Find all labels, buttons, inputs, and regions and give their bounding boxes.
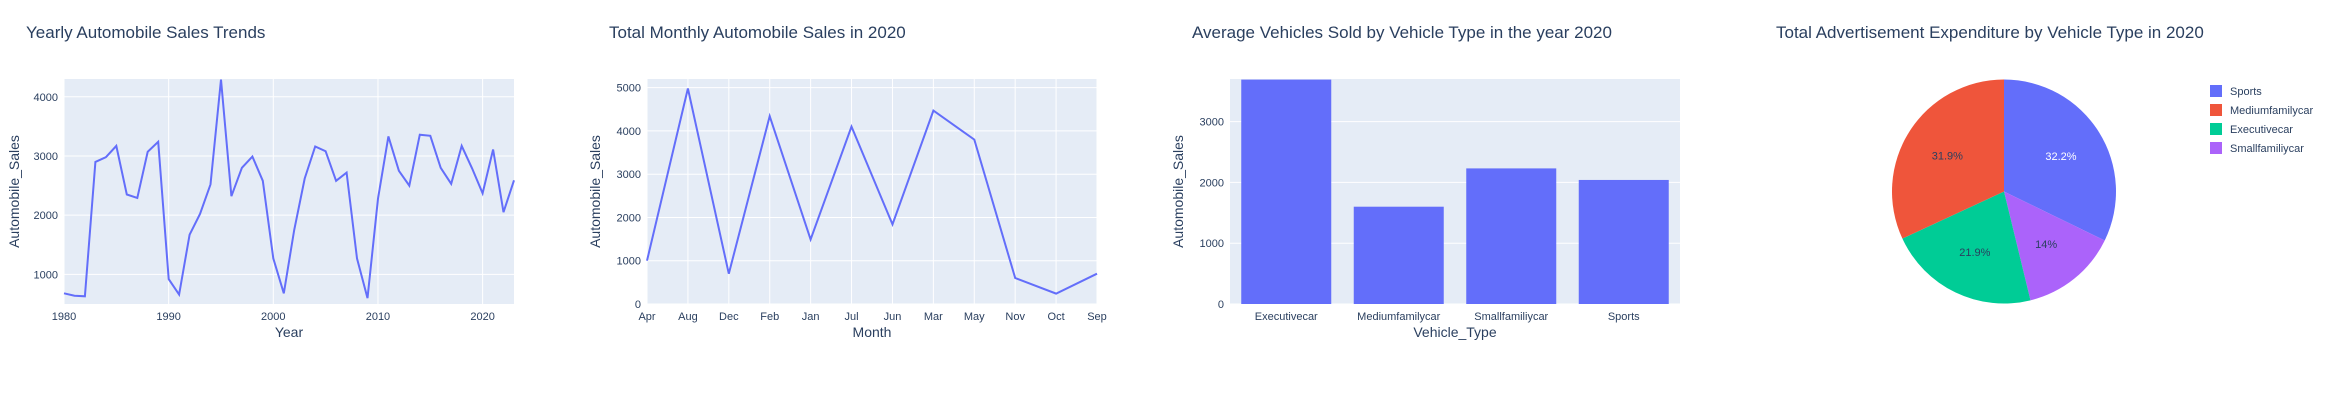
slice-label: 14%: [2035, 239, 2057, 251]
yearly-sales-chart: Yearly Automobile Sales Trends 1980 1990 2…: [6, 23, 515, 340]
x-tick-label: Jul: [845, 311, 859, 323]
y-tick-label: 5000: [617, 83, 641, 95]
y-tick-label: 1000: [34, 269, 58, 281]
y-tick-label: 1000: [617, 256, 641, 268]
x-tick-label: Nov: [1005, 311, 1025, 323]
legend-swatch: [2210, 123, 2222, 135]
chart-title: Total Advertisement Expenditure by Vehic…: [1776, 23, 2204, 42]
x-tick-label: Mar: [924, 311, 943, 323]
bar[interactable]: [1466, 168, 1557, 304]
legend[interactable]: Sports Mediumfamilycar Executivecar Smallfa…: [2210, 85, 2313, 155]
x-tick-label: 2010: [366, 311, 390, 323]
x-tick-labels: Executivecar Mediumfamilycar Smallfamiliyc…: [1255, 311, 1640, 323]
legend-item[interactable]: Executivecar: [2210, 123, 2293, 136]
vehicle-type-bar-chart: Average Vehicles Sold by Vehicle Type in…: [1170, 23, 1680, 340]
chart-title: Average Vehicles Sold by Vehicle Type in…: [1192, 23, 1612, 42]
x-tick-label: Jan: [802, 311, 820, 323]
legend-item[interactable]: Mediumfamilycar: [2210, 104, 2313, 117]
pie-slice[interactable]: [2004, 191, 2105, 301]
y-tick-label: 4000: [617, 126, 641, 138]
chart-title: Total Monthly Automobile Sales in 2020: [609, 23, 906, 42]
slice-label: 21.9%: [1959, 247, 1990, 259]
y-tick-label: 2000: [617, 212, 641, 224]
legend-swatch: [2210, 142, 2222, 154]
y-tick-label: 1000: [1200, 238, 1224, 250]
legend-label: Mediumfamilycar: [2230, 105, 2313, 117]
legend-label: Sports: [2230, 86, 2262, 98]
y-tick-label: 4000: [34, 92, 58, 104]
pie-slice[interactable]: [1891, 79, 2004, 239]
slice-label: 31.9%: [1932, 150, 1963, 162]
plot-area: [64, 79, 514, 304]
ad-expenditure-pie-chart: Total Advertisement Expenditure by Vehic…: [1776, 23, 2313, 304]
y-tick-label: 2000: [1200, 177, 1224, 189]
x-tick-label: May: [964, 311, 985, 323]
chart-title: Yearly Automobile Sales Trends: [26, 23, 265, 42]
x-tick-label: Oct: [1048, 311, 1065, 323]
legend-swatch: [2210, 85, 2222, 97]
y-tick-label: 0: [1218, 299, 1224, 311]
series-line: [63, 79, 515, 299]
x-tick-label: Jun: [884, 311, 902, 323]
slice-label: 32.2%: [2045, 151, 2076, 163]
legend-label: Smallfamiliycar: [2230, 143, 2304, 155]
y-axis-title: Automobile_Sales: [1170, 135, 1186, 248]
x-tick-label: Smallfamiliycar: [1474, 311, 1548, 323]
x-axis-title: Year: [275, 324, 304, 340]
y-tick-label: 3000: [1200, 117, 1224, 129]
x-tick-labels: 1980 1990 2000 2010 2020: [52, 311, 495, 323]
x-tick-label: Mediumfamilycar: [1357, 311, 1440, 323]
x-axis-title: Month: [853, 324, 892, 340]
pie-slices: 32.2% 14% 21.9% 31.9%: [1891, 79, 2116, 304]
y-tick-label: 3000: [34, 151, 58, 163]
bar[interactable]: [1353, 206, 1444, 304]
x-tick-label: 1990: [156, 311, 180, 323]
bar[interactable]: [1241, 79, 1332, 304]
x-tick-label: Aug: [678, 311, 698, 323]
bars: [1241, 79, 1669, 304]
legend-item[interactable]: Smallfamiliycar: [2210, 142, 2304, 155]
y-tick-label: 3000: [617, 169, 641, 181]
y-axis-title: Automobile_Sales: [6, 135, 22, 248]
pie-slice[interactable]: [2004, 79, 2116, 241]
bar[interactable]: [1578, 179, 1669, 304]
x-tick-label: 2000: [261, 311, 285, 323]
y-tick-label: 0: [635, 299, 641, 311]
x-tick-label: Apr: [638, 311, 655, 323]
x-tick-label: Feb: [760, 311, 779, 323]
pie-slice[interactable]: [1902, 191, 2031, 304]
y-tick-label: 2000: [34, 210, 58, 222]
y-tick-labels: 0 1000 2000 3000: [1200, 117, 1224, 311]
x-axis-title: Vehicle_Type: [1413, 324, 1496, 340]
x-tick-label: Sep: [1087, 311, 1107, 323]
x-tick-label: Sports: [1608, 311, 1640, 323]
y-tick-labels: 1000 2000 3000 4000: [34, 92, 58, 282]
y-axis-title: Automobile_Sales: [587, 135, 603, 248]
x-tick-label: 2020: [470, 311, 494, 323]
series-line: [646, 88, 1098, 295]
plot-area: [647, 79, 1097, 304]
x-tick-label: Executivecar: [1255, 311, 1318, 323]
x-tick-label: Dec: [719, 311, 739, 323]
legend-swatch: [2210, 104, 2222, 116]
x-tick-labels: Apr Aug Dec Feb Jan Jul Jun Mar May Nov Oct Sep: [638, 311, 1106, 323]
y-tick-labels: 0 1000 2000 3000 4000 5000: [617, 83, 641, 311]
legend-label: Executivecar: [2230, 124, 2293, 136]
grid-lines: [63, 79, 514, 304]
legend-item[interactable]: Sports: [2210, 85, 2262, 98]
x-tick-label: 1980: [52, 311, 76, 323]
monthly-sales-chart: Total Monthly Automobile Sales in 2020 A…: [587, 23, 1107, 340]
